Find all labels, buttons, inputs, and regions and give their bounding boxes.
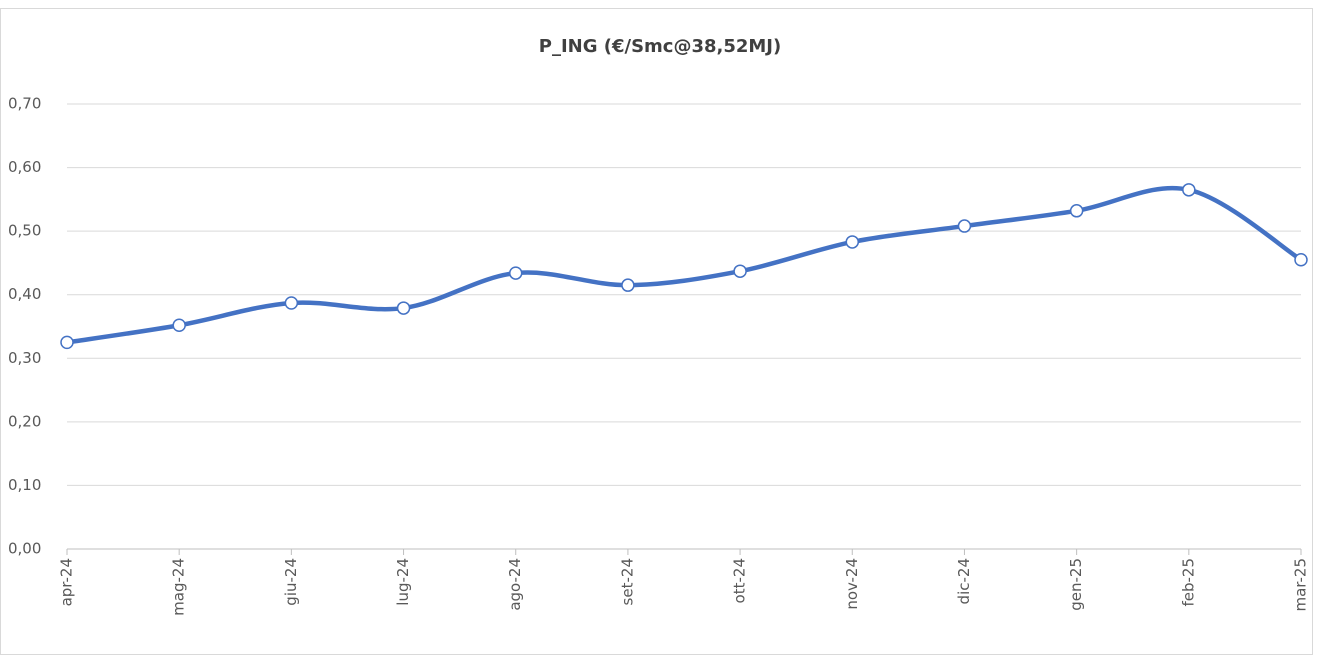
data-point	[396, 301, 411, 315]
y-tick-label: 0,40	[8, 285, 41, 303]
data-point	[1069, 204, 1084, 218]
y-tick-label: 0,70	[8, 95, 41, 113]
y-tick-label: 0,10	[8, 476, 41, 494]
data-point	[284, 296, 299, 310]
data-point	[1182, 183, 1196, 197]
data-point	[621, 278, 635, 292]
data-point	[60, 335, 74, 350]
x-tick-label: ott-24	[731, 558, 749, 603]
y-tick-label: 0,50	[8, 222, 41, 240]
chart-title: P_ING (€/Smc@38,52MJ)	[539, 36, 781, 57]
series-line	[64, 185, 1304, 345]
data-point	[172, 318, 186, 332]
data-point	[733, 264, 747, 278]
data-point	[1294, 253, 1308, 267]
data-point	[957, 219, 972, 233]
y-tick-label: 0,00	[8, 540, 41, 558]
x-tick-label: dic-24	[955, 558, 973, 604]
data-point	[508, 266, 523, 280]
data-point	[845, 235, 860, 249]
y-tick-label: 0,20	[8, 412, 41, 430]
x-tick-label: mar-25	[1292, 558, 1310, 612]
x-tick-label: gen-25	[1067, 558, 1085, 611]
x-tick-label: set-24	[618, 558, 636, 605]
x-tick-label: giu-24	[282, 558, 300, 606]
x-tick-label: ago-24	[506, 558, 524, 611]
chart-frame	[0, 8, 1313, 655]
x-tick-label: mag-24	[170, 558, 188, 616]
y-tick-label: 0,30	[8, 349, 41, 367]
y-tick-label: 0,60	[8, 158, 41, 176]
x-tick-label: nov-24	[843, 558, 861, 610]
x-tick-label: lug-24	[394, 558, 412, 606]
x-tick-label: apr-24	[58, 558, 76, 606]
x-tick-label: feb-25	[1179, 558, 1197, 607]
